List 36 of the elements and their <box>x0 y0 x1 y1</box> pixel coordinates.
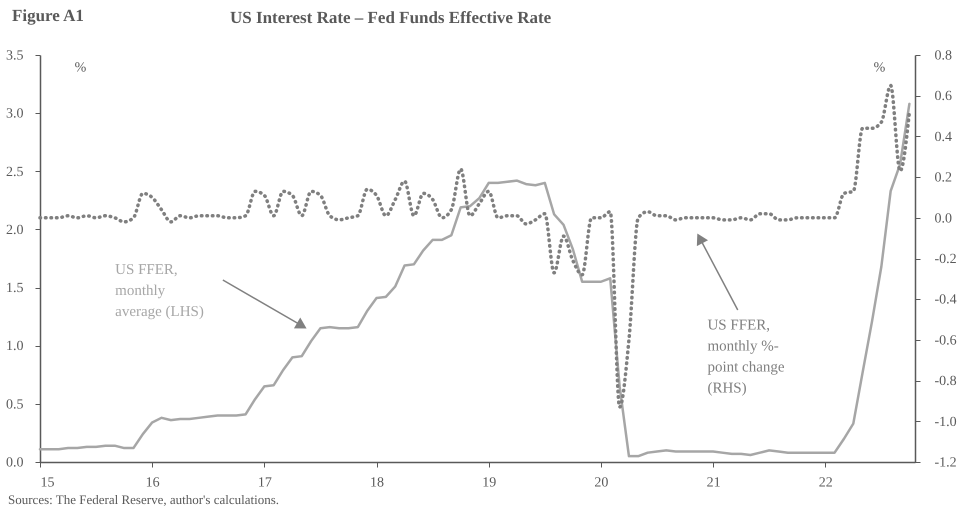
y-tick-label: 1.0 <box>6 339 24 354</box>
y2-tick-label: -0.4 <box>934 292 957 308</box>
y2-tick-label: -1.0 <box>934 414 957 430</box>
x-tick-label: 18 <box>370 476 384 490</box>
x-tick-label: 15 <box>40 476 54 490</box>
y-tick-label: 0.0 <box>6 456 24 470</box>
y2-tick-label: 0.6 <box>934 89 952 104</box>
source-note: Sources: The Federal Reserve, author's calculations. <box>8 492 280 508</box>
y-axis-title: % <box>74 60 87 76</box>
x-tick-label: 22 <box>818 476 833 490</box>
x-tick-label: 21 <box>706 476 721 490</box>
y2-tick-label: 0.4 <box>934 130 952 145</box>
y-tick-label: 3.0 <box>6 106 24 122</box>
caption: Figure A1 <box>12 6 84 26</box>
line-series <box>38 84 912 409</box>
y-tick-label: 2.0 <box>6 222 24 238</box>
chart-title: US Interest Rate – Fed Funds Effective Rate <box>230 8 552 28</box>
y2-tick-label: -0.8 <box>934 374 957 390</box>
y2-tick-label: -0.2 <box>934 252 957 267</box>
y2-tick-label: 0.8 <box>934 48 952 64</box>
text: US FFER, monthly average (LHS) <box>115 262 204 320</box>
y2-tick-label: -0.6 <box>934 333 957 348</box>
line-series <box>38 102 911 458</box>
y2-tick-label: 0.2 <box>934 170 952 186</box>
y2-axis-title: % <box>874 60 886 76</box>
x-tick-label: 16 <box>146 476 160 490</box>
x-tick-label: 20 <box>594 476 608 490</box>
y-tick-label: 3.5 <box>6 48 24 64</box>
y2-tick-label: -1.2 <box>934 456 957 470</box>
x-tick-label: 19 <box>482 476 496 490</box>
y-tick-label: 1.5 <box>6 281 24 296</box>
y-tick-label: 0.5 <box>6 397 24 412</box>
y2-tick-label: 0.0 <box>934 211 952 226</box>
x-tick-label: 17 <box>258 476 272 490</box>
text: US FFER, monthly %-point change (RHS) <box>707 318 785 397</box>
y-tick-label: 2.5 <box>6 164 24 180</box>
